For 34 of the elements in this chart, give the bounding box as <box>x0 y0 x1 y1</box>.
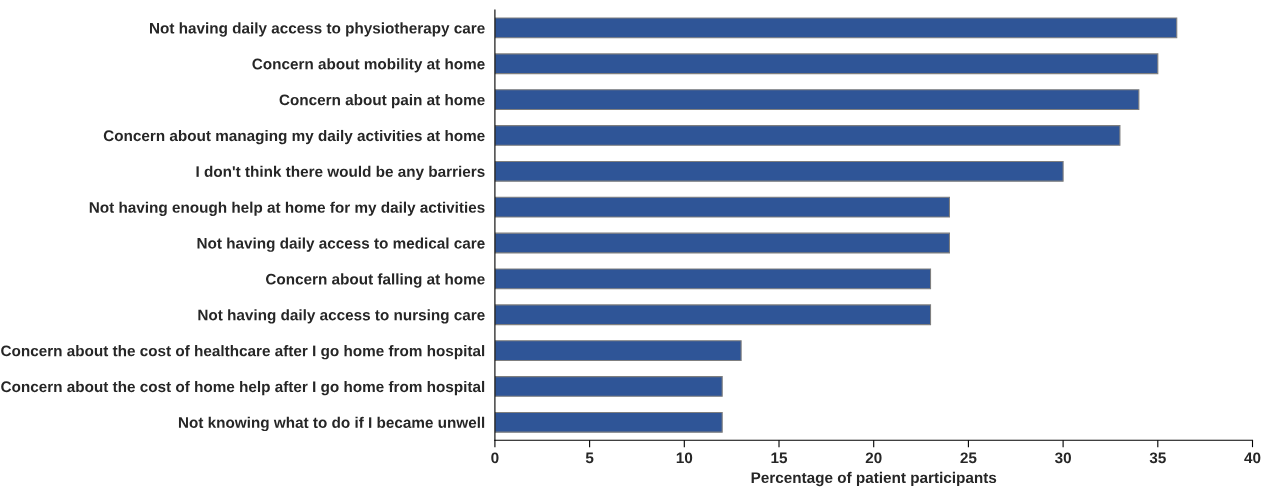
y-tick-label: Concern about the cost of healthcare after I go home from hospital <box>1 345 485 360</box>
x-tick-label: 35 <box>1149 452 1166 464</box>
bar <box>494 232 951 254</box>
y-tick-label: Not knowing what to do if I became unwell <box>178 416 485 432</box>
x-axis-title: Percentage of patient participants <box>751 471 997 487</box>
x-tick-label: 40 <box>1244 452 1261 464</box>
bar <box>494 411 723 433</box>
x-tick-label: 30 <box>1054 452 1071 464</box>
x-tick-label: 5 <box>585 452 594 464</box>
bar <box>494 304 932 326</box>
y-tick-label: Concern about the cost of home help after I go home from hospital <box>1 380 485 396</box>
bar <box>494 125 1121 146</box>
x-tick-label: 10 <box>676 452 693 464</box>
x-tick-label: 25 <box>960 452 977 464</box>
bar <box>494 53 1159 75</box>
bar <box>494 196 951 218</box>
x-tick-label: 20 <box>865 452 882 464</box>
bar <box>494 340 742 362</box>
x-tick-label: 15 <box>771 452 788 464</box>
y-tick-label: Not having enough help at home for my daily activities <box>89 201 485 216</box>
y-tick-label: Concern about mobility at home <box>252 58 485 73</box>
x-tick-label: 0 <box>491 452 499 464</box>
y-tick-label: Concern about pain at home <box>279 94 485 109</box>
bar <box>494 89 1140 111</box>
bar <box>494 160 1064 182</box>
bar <box>494 268 932 290</box>
y-tick-label: Concern about falling at home <box>265 273 485 288</box>
bar <box>494 17 1178 39</box>
y-tick-label: Not having daily access to nursing care <box>198 309 485 324</box>
y-tick-label: Not having daily access to physiotherapy care <box>150 22 485 37</box>
y-tick-label: I don't think there would be any barriers <box>196 165 485 181</box>
y-tick-label: Not having daily access to medical care <box>197 237 485 252</box>
bar <box>494 376 723 397</box>
y-tick-label: Concern about managing my daily activities at home <box>103 129 485 145</box>
